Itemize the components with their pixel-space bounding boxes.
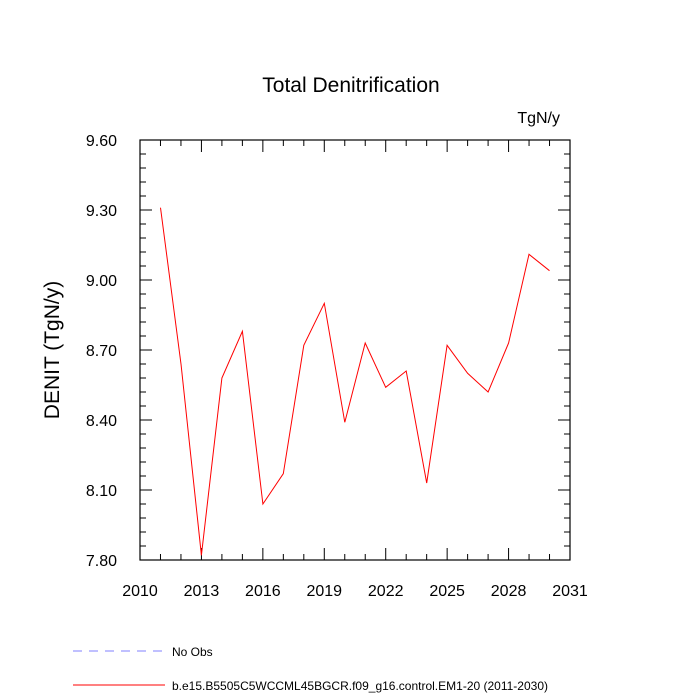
x-tick-label: 2013 [184, 583, 220, 600]
y-tick-label: 7.80 [86, 553, 117, 570]
x-tick-label: 2025 [429, 583, 465, 600]
legend: No Obs b.e15.B5505C5WCCML45BGCR.f09_g16.c… [73, 645, 548, 693]
axis-ticks: 2010 2013 2016 2019 2022 2025 2028 2031 7.80 8.10… [86, 133, 588, 600]
chart-title: Total Denitrification [262, 74, 439, 97]
x-tick-label: 2028 [491, 583, 527, 600]
x-tick-label: 2010 [122, 583, 158, 600]
y-tick-label: 8.70 [86, 343, 117, 360]
y-tick-label: 8.40 [86, 413, 117, 430]
series-layer [160, 207, 550, 556]
legend-label: b.e15.B5505C5WCCML45BGCR.f09_g16.control… [172, 679, 548, 693]
series-line [160, 207, 550, 556]
x-tick-label: 2016 [245, 583, 281, 600]
y-tick-label: 9.30 [86, 203, 117, 220]
x-tick-label: 2022 [368, 583, 404, 600]
plot-frame [139, 139, 571, 561]
x-tick-label: 2019 [306, 583, 342, 600]
y-tick-label: 9.60 [86, 133, 117, 150]
units-label: TgN/y [517, 110, 560, 127]
x-tick-label: 2031 [552, 583, 588, 600]
legend-label: No Obs [172, 645, 213, 659]
y-axis-label: DENIT (TgN/y) [41, 281, 64, 419]
y-tick-label: 9.00 [86, 273, 117, 290]
y-tick-label: 8.10 [86, 483, 117, 500]
